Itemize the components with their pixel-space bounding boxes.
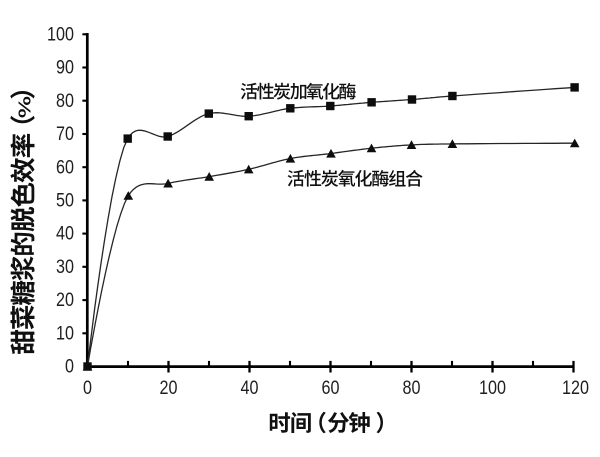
svg-text:10: 10 — [56, 322, 74, 344]
svg-text:80: 80 — [403, 377, 421, 399]
svg-text:70: 70 — [56, 123, 74, 145]
svg-text:80: 80 — [56, 90, 74, 112]
svg-text:40: 40 — [56, 222, 74, 244]
svg-text:40: 40 — [241, 377, 259, 399]
svg-text:20: 20 — [56, 289, 74, 311]
svg-text:0: 0 — [83, 377, 92, 399]
svg-text:20: 20 — [160, 377, 178, 399]
svg-text:30: 30 — [56, 256, 74, 278]
svg-text:120: 120 — [562, 377, 589, 399]
svg-text:0: 0 — [65, 355, 74, 377]
svg-text:60: 60 — [322, 377, 340, 399]
svg-text:50: 50 — [56, 189, 74, 211]
svg-text:60: 60 — [56, 156, 74, 178]
svg-text:90: 90 — [56, 56, 74, 78]
svg-text:100: 100 — [47, 23, 74, 45]
svg-text:100: 100 — [479, 377, 506, 399]
